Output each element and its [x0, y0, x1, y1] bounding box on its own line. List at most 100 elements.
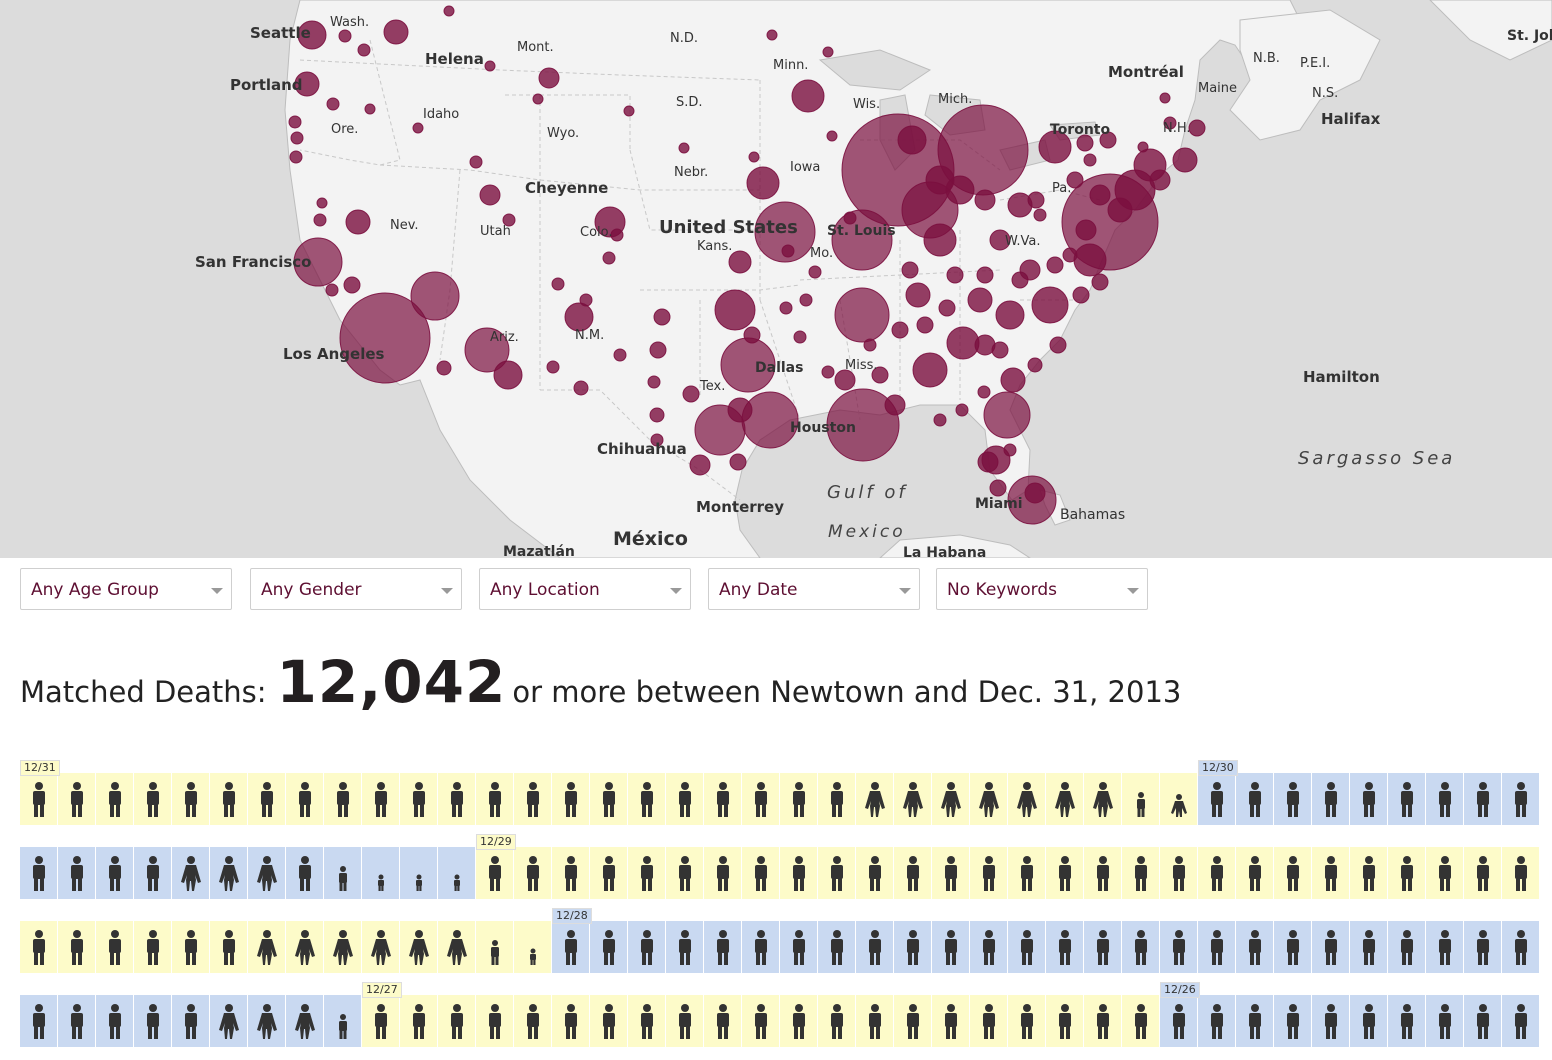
victim-cell[interactable] — [1008, 773, 1046, 825]
death-bubble[interactable] — [1003, 443, 1017, 457]
death-bubble[interactable] — [1033, 208, 1047, 222]
death-bubble[interactable] — [1099, 131, 1117, 149]
death-bubble[interactable] — [976, 266, 994, 284]
victim-cell[interactable] — [58, 847, 96, 899]
victim-cell[interactable] — [1464, 773, 1502, 825]
death-bubble[interactable] — [989, 479, 1007, 497]
victim-cell[interactable] — [1312, 847, 1350, 899]
death-bubble[interactable] — [791, 79, 825, 113]
victim-cell[interactable] — [286, 995, 324, 1047]
death-bubble[interactable] — [538, 67, 560, 89]
death-bubble[interactable] — [946, 326, 980, 360]
victim-cell[interactable] — [742, 773, 780, 825]
death-bubble[interactable] — [1091, 273, 1109, 291]
death-bubble[interactable] — [843, 211, 857, 225]
death-bubble[interactable] — [647, 375, 661, 389]
death-bubble[interactable] — [383, 19, 409, 45]
victim-cell[interactable] — [400, 921, 438, 973]
victim-cell[interactable] — [1198, 995, 1236, 1047]
death-bubble[interactable] — [967, 287, 993, 313]
victim-cell[interactable] — [58, 921, 96, 973]
death-bubble[interactable] — [863, 338, 877, 352]
victim-cell[interactable] — [894, 921, 932, 973]
victim-cell[interactable] — [1160, 995, 1198, 1047]
victim-cell[interactable] — [818, 847, 856, 899]
victim-cell[interactable] — [590, 847, 628, 899]
death-bubble[interactable] — [326, 97, 340, 111]
victim-cell[interactable] — [932, 921, 970, 973]
death-bubble[interactable] — [754, 201, 816, 263]
death-bubble[interactable] — [479, 184, 501, 206]
death-bubble[interactable] — [714, 289, 756, 331]
victim-cell[interactable] — [552, 847, 590, 899]
victim-cell[interactable] — [362, 995, 400, 1047]
victim-cell[interactable] — [286, 921, 324, 973]
death-bubble[interactable] — [412, 122, 424, 134]
death-bubble[interactable] — [443, 5, 455, 17]
victim-cell[interactable] — [1122, 921, 1160, 973]
death-bubble[interactable] — [1172, 147, 1198, 173]
victim-cell[interactable] — [20, 921, 58, 973]
death-bubble[interactable] — [1149, 169, 1171, 191]
death-bubble[interactable] — [564, 302, 594, 332]
victim-cell[interactable] — [210, 995, 248, 1047]
victim-cell[interactable] — [438, 995, 476, 1047]
death-bubble[interactable] — [822, 46, 834, 58]
victim-cell[interactable] — [96, 921, 134, 973]
victim-cell[interactable] — [248, 995, 286, 1047]
victim-cell[interactable] — [1084, 773, 1122, 825]
death-bubble[interactable] — [623, 105, 635, 117]
victim-cell[interactable] — [628, 773, 666, 825]
victim-cell[interactable] — [248, 773, 286, 825]
victim-cell[interactable] — [1502, 773, 1540, 825]
victim-cell[interactable] — [1502, 847, 1540, 899]
victim-cell[interactable] — [210, 847, 248, 899]
death-bubble[interactable] — [325, 283, 339, 297]
victim-cell[interactable] — [780, 995, 818, 1047]
victim-cell[interactable] — [552, 773, 590, 825]
death-bubble[interactable] — [546, 360, 560, 374]
victim-cell[interactable] — [324, 995, 362, 1047]
victim-cell[interactable] — [1426, 995, 1464, 1047]
death-bubble[interactable] — [1066, 171, 1084, 189]
death-bubble[interactable] — [831, 209, 893, 271]
death-bubble[interactable] — [436, 360, 452, 376]
death-bubble[interactable] — [1107, 197, 1133, 223]
victim-cell[interactable] — [210, 773, 248, 825]
victim-cell[interactable] — [1350, 847, 1388, 899]
death-bubble[interactable] — [727, 397, 753, 423]
death-bubble[interactable] — [1072, 286, 1090, 304]
map[interactable]: Seattle Wash. Portland Helena Mont. N.D. Minn.… — [0, 0, 1552, 558]
victim-cell[interactable] — [476, 773, 514, 825]
death-bubble[interactable] — [1188, 119, 1206, 137]
death-bubble[interactable] — [826, 388, 900, 462]
victim-cell[interactable] — [742, 921, 780, 973]
death-bubble[interactable] — [977, 451, 999, 473]
keywords-dropdown[interactable]: No Keywords — [936, 568, 1148, 610]
death-bubble[interactable] — [343, 276, 361, 294]
victim-cell[interactable] — [1388, 921, 1426, 973]
victim-cell[interactable] — [362, 921, 400, 973]
victim-cell[interactable] — [1008, 847, 1046, 899]
death-bubble[interactable] — [781, 244, 795, 258]
death-bubble[interactable] — [743, 326, 761, 344]
victim-cell[interactable] — [780, 847, 818, 899]
victim-cell[interactable] — [818, 773, 856, 825]
victim-cell[interactable] — [1236, 773, 1274, 825]
victim-cell[interactable] — [1122, 995, 1160, 1047]
victim-cell[interactable] — [970, 847, 1008, 899]
death-bubble[interactable] — [1024, 482, 1046, 504]
victim-cell[interactable] — [1274, 847, 1312, 899]
victim-cell[interactable] — [476, 921, 514, 973]
death-bubble[interactable] — [1027, 357, 1043, 373]
death-bubble[interactable] — [1159, 92, 1171, 104]
victim-cell[interactable] — [20, 995, 58, 1047]
victim-cell[interactable] — [362, 773, 400, 825]
death-bubble[interactable] — [551, 277, 565, 291]
death-bubble[interactable] — [995, 300, 1025, 330]
victim-cell[interactable] — [894, 995, 932, 1047]
death-bubble[interactable] — [916, 316, 934, 334]
death-bubble[interactable] — [1076, 134, 1094, 152]
victim-cell[interactable] — [476, 995, 514, 1047]
death-bubble[interactable] — [884, 394, 906, 416]
